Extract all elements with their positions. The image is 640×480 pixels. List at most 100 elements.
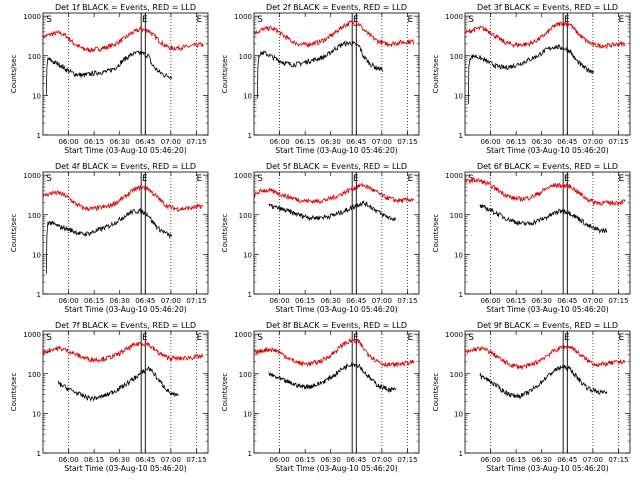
- x-tick-label: 06:30: [532, 138, 552, 146]
- x-tick-label: 07:00: [372, 456, 392, 464]
- y-tick-label: 1: [37, 291, 41, 299]
- x-axis-label: Start Time (03-Aug-10 05:46:20): [486, 146, 608, 155]
- time-marker-label: E: [564, 333, 570, 343]
- y-tick-label: 10: [243, 251, 252, 259]
- y-tick-label: 100: [239, 212, 252, 220]
- plot-frame: [42, 330, 209, 454]
- time-marker-label: S: [468, 15, 474, 25]
- time-marker-label: E: [142, 333, 148, 343]
- y-tick-label: 1000: [23, 13, 41, 21]
- x-tick-label: 06:15: [506, 456, 526, 464]
- panel-title: Det 2f BLACK = Events, RED = LLD: [266, 3, 407, 12]
- y-tick-label: 10: [454, 92, 463, 100]
- series-lld-line: [464, 21, 626, 50]
- x-tick-label: 06:30: [321, 456, 341, 464]
- x-tick-label: 06:00: [58, 297, 78, 305]
- y-tick-label: 1000: [234, 331, 252, 339]
- plot-frame: [464, 330, 631, 454]
- x-axis-label: Start Time (03-Aug-10 05:46:20): [275, 305, 397, 314]
- y-tick-label: 10: [32, 410, 41, 418]
- x-tick-label: 07:15: [608, 456, 628, 464]
- time-marker-label: S: [468, 333, 474, 343]
- time-marker-label: E: [196, 333, 202, 343]
- time-marker-label: S: [257, 174, 263, 184]
- y-tick-label: 100: [28, 212, 41, 220]
- x-tick-label: 06:00: [480, 138, 500, 146]
- y-tick-label: 1: [248, 291, 252, 299]
- y-tick-label: 10: [32, 251, 41, 259]
- x-tick-label: 06:15: [84, 456, 104, 464]
- y-tick-label: 1000: [234, 172, 252, 180]
- time-marker-label: E: [407, 174, 413, 184]
- series-events-line: [45, 208, 173, 274]
- y-tick-label: 1: [248, 450, 252, 458]
- time-marker-label: S: [46, 15, 52, 25]
- x-tick-label: 06:30: [321, 138, 341, 146]
- time-marker-label: E: [618, 333, 624, 343]
- x-tick-label: 07:15: [397, 297, 417, 305]
- y-tick-label: 10: [32, 92, 41, 100]
- x-tick-label: 07:15: [186, 138, 206, 146]
- plot-frame: [464, 171, 631, 295]
- y-axis-label: Counts/sec: [10, 373, 18, 412]
- plot-frame: [253, 12, 420, 136]
- time-marker-label: E: [353, 174, 359, 184]
- x-tick-label: 06:45: [135, 138, 155, 146]
- x-axis-label: Start Time (03-Aug-10 05:46:20): [64, 305, 186, 314]
- y-axis-label: Counts/sec: [221, 214, 229, 253]
- time-marker-label: E: [196, 15, 202, 25]
- x-tick-label: 06:15: [506, 138, 526, 146]
- x-tick-label: 07:15: [397, 138, 417, 146]
- time-marker-label: E: [196, 174, 202, 184]
- y-axis-label: Counts/sec: [221, 55, 229, 94]
- series-events-line: [57, 365, 179, 402]
- y-tick-label: 100: [239, 53, 252, 61]
- series-lld-line: [253, 182, 415, 205]
- y-tick-label: 10: [454, 251, 463, 259]
- series-events-line: [479, 364, 608, 399]
- x-axis-label: Start Time (03-Aug-10 05:46:20): [275, 146, 397, 155]
- x-tick-label: 07:00: [161, 456, 181, 464]
- x-tick-label: 06:15: [295, 138, 315, 146]
- x-tick-label: 07:00: [583, 138, 603, 146]
- y-tick-label: 1000: [445, 331, 463, 339]
- series-events-line: [467, 44, 595, 105]
- plot-frame: [253, 171, 420, 295]
- time-marker-label: E: [353, 333, 359, 343]
- x-tick-label: 06:45: [346, 138, 366, 146]
- panel-title: Det 8f BLACK = Events, RED = LLD: [266, 321, 407, 330]
- plot-frame: [42, 12, 209, 136]
- y-tick-label: 1000: [445, 172, 463, 180]
- series-events-line: [268, 362, 397, 393]
- series-lld-line: [253, 19, 415, 48]
- y-tick-label: 1000: [23, 172, 41, 180]
- series-events-line: [45, 50, 173, 96]
- x-tick-label: 06:15: [84, 297, 104, 305]
- y-tick-label: 1000: [23, 331, 41, 339]
- series-events-line: [268, 200, 397, 222]
- x-axis-label: Start Time (03-Aug-10 05:46:20): [64, 146, 186, 155]
- x-tick-label: 07:15: [608, 297, 628, 305]
- y-tick-label: 1: [459, 291, 463, 299]
- y-tick-label: 100: [28, 371, 41, 379]
- x-tick-label: 07:15: [397, 456, 417, 464]
- y-tick-label: 1: [459, 450, 463, 458]
- x-tick-label: 06:15: [506, 297, 526, 305]
- y-axis-label: Counts/sec: [432, 214, 440, 253]
- time-marker-label: E: [142, 15, 148, 25]
- y-tick-label: 100: [450, 53, 463, 61]
- time-marker-label: S: [257, 15, 263, 25]
- time-marker-label: S: [46, 174, 52, 184]
- y-tick-label: 1000: [445, 13, 463, 21]
- x-tick-label: 06:15: [295, 297, 315, 305]
- series-lld-line: [253, 337, 415, 369]
- series-events-line: [479, 204, 608, 235]
- x-tick-label: 06:00: [480, 456, 500, 464]
- time-marker-label: E: [564, 174, 570, 184]
- plot-frame: [253, 330, 420, 454]
- time-marker-label: S: [257, 333, 263, 343]
